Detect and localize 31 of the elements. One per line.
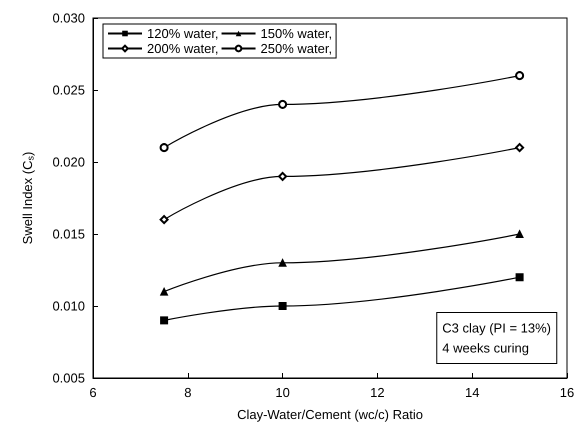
point [160, 215, 169, 224]
point [278, 258, 287, 267]
point [515, 71, 524, 80]
y-tick-label: 0.005 [52, 370, 85, 386]
legend-label: 120% water, [147, 26, 219, 41]
point [278, 100, 288, 109]
point [278, 302, 287, 310]
y-tick-label: 0.030 [52, 10, 85, 26]
legend-label: 250% water, [260, 41, 332, 56]
y-tick-label: 0.010 [52, 298, 85, 314]
y-axis-title: Swell Index (Cs) [20, 152, 36, 244]
point [516, 230, 524, 238]
x-tick-label: 16 [560, 385, 574, 400]
point [160, 288, 168, 296]
point [278, 172, 288, 181]
point [160, 316, 168, 324]
point [515, 143, 524, 152]
point [516, 273, 524, 282]
y-tick-label: 0.015 [52, 226, 85, 242]
x-tick-label: 14 [464, 385, 480, 400]
x-tick-label: 8 [184, 385, 192, 400]
y-tick-label: 0.025 [52, 82, 85, 98]
x-axis-title: Clay-Water/Cement (wc/c) Ratio [237, 407, 423, 422]
legend-label: 200% water, [147, 41, 219, 56]
y-tick-label: 0.020 [52, 154, 85, 170]
legend-label: 150% water, [260, 26, 332, 41]
point [160, 143, 169, 152]
x-tick-label: 12 [370, 385, 385, 400]
x-tick-label: 10 [275, 385, 290, 400]
annotation: C3 clay (PI = 13%) 4 weeks curing [442, 320, 552, 356]
x-tick-label: 6 [89, 385, 97, 400]
